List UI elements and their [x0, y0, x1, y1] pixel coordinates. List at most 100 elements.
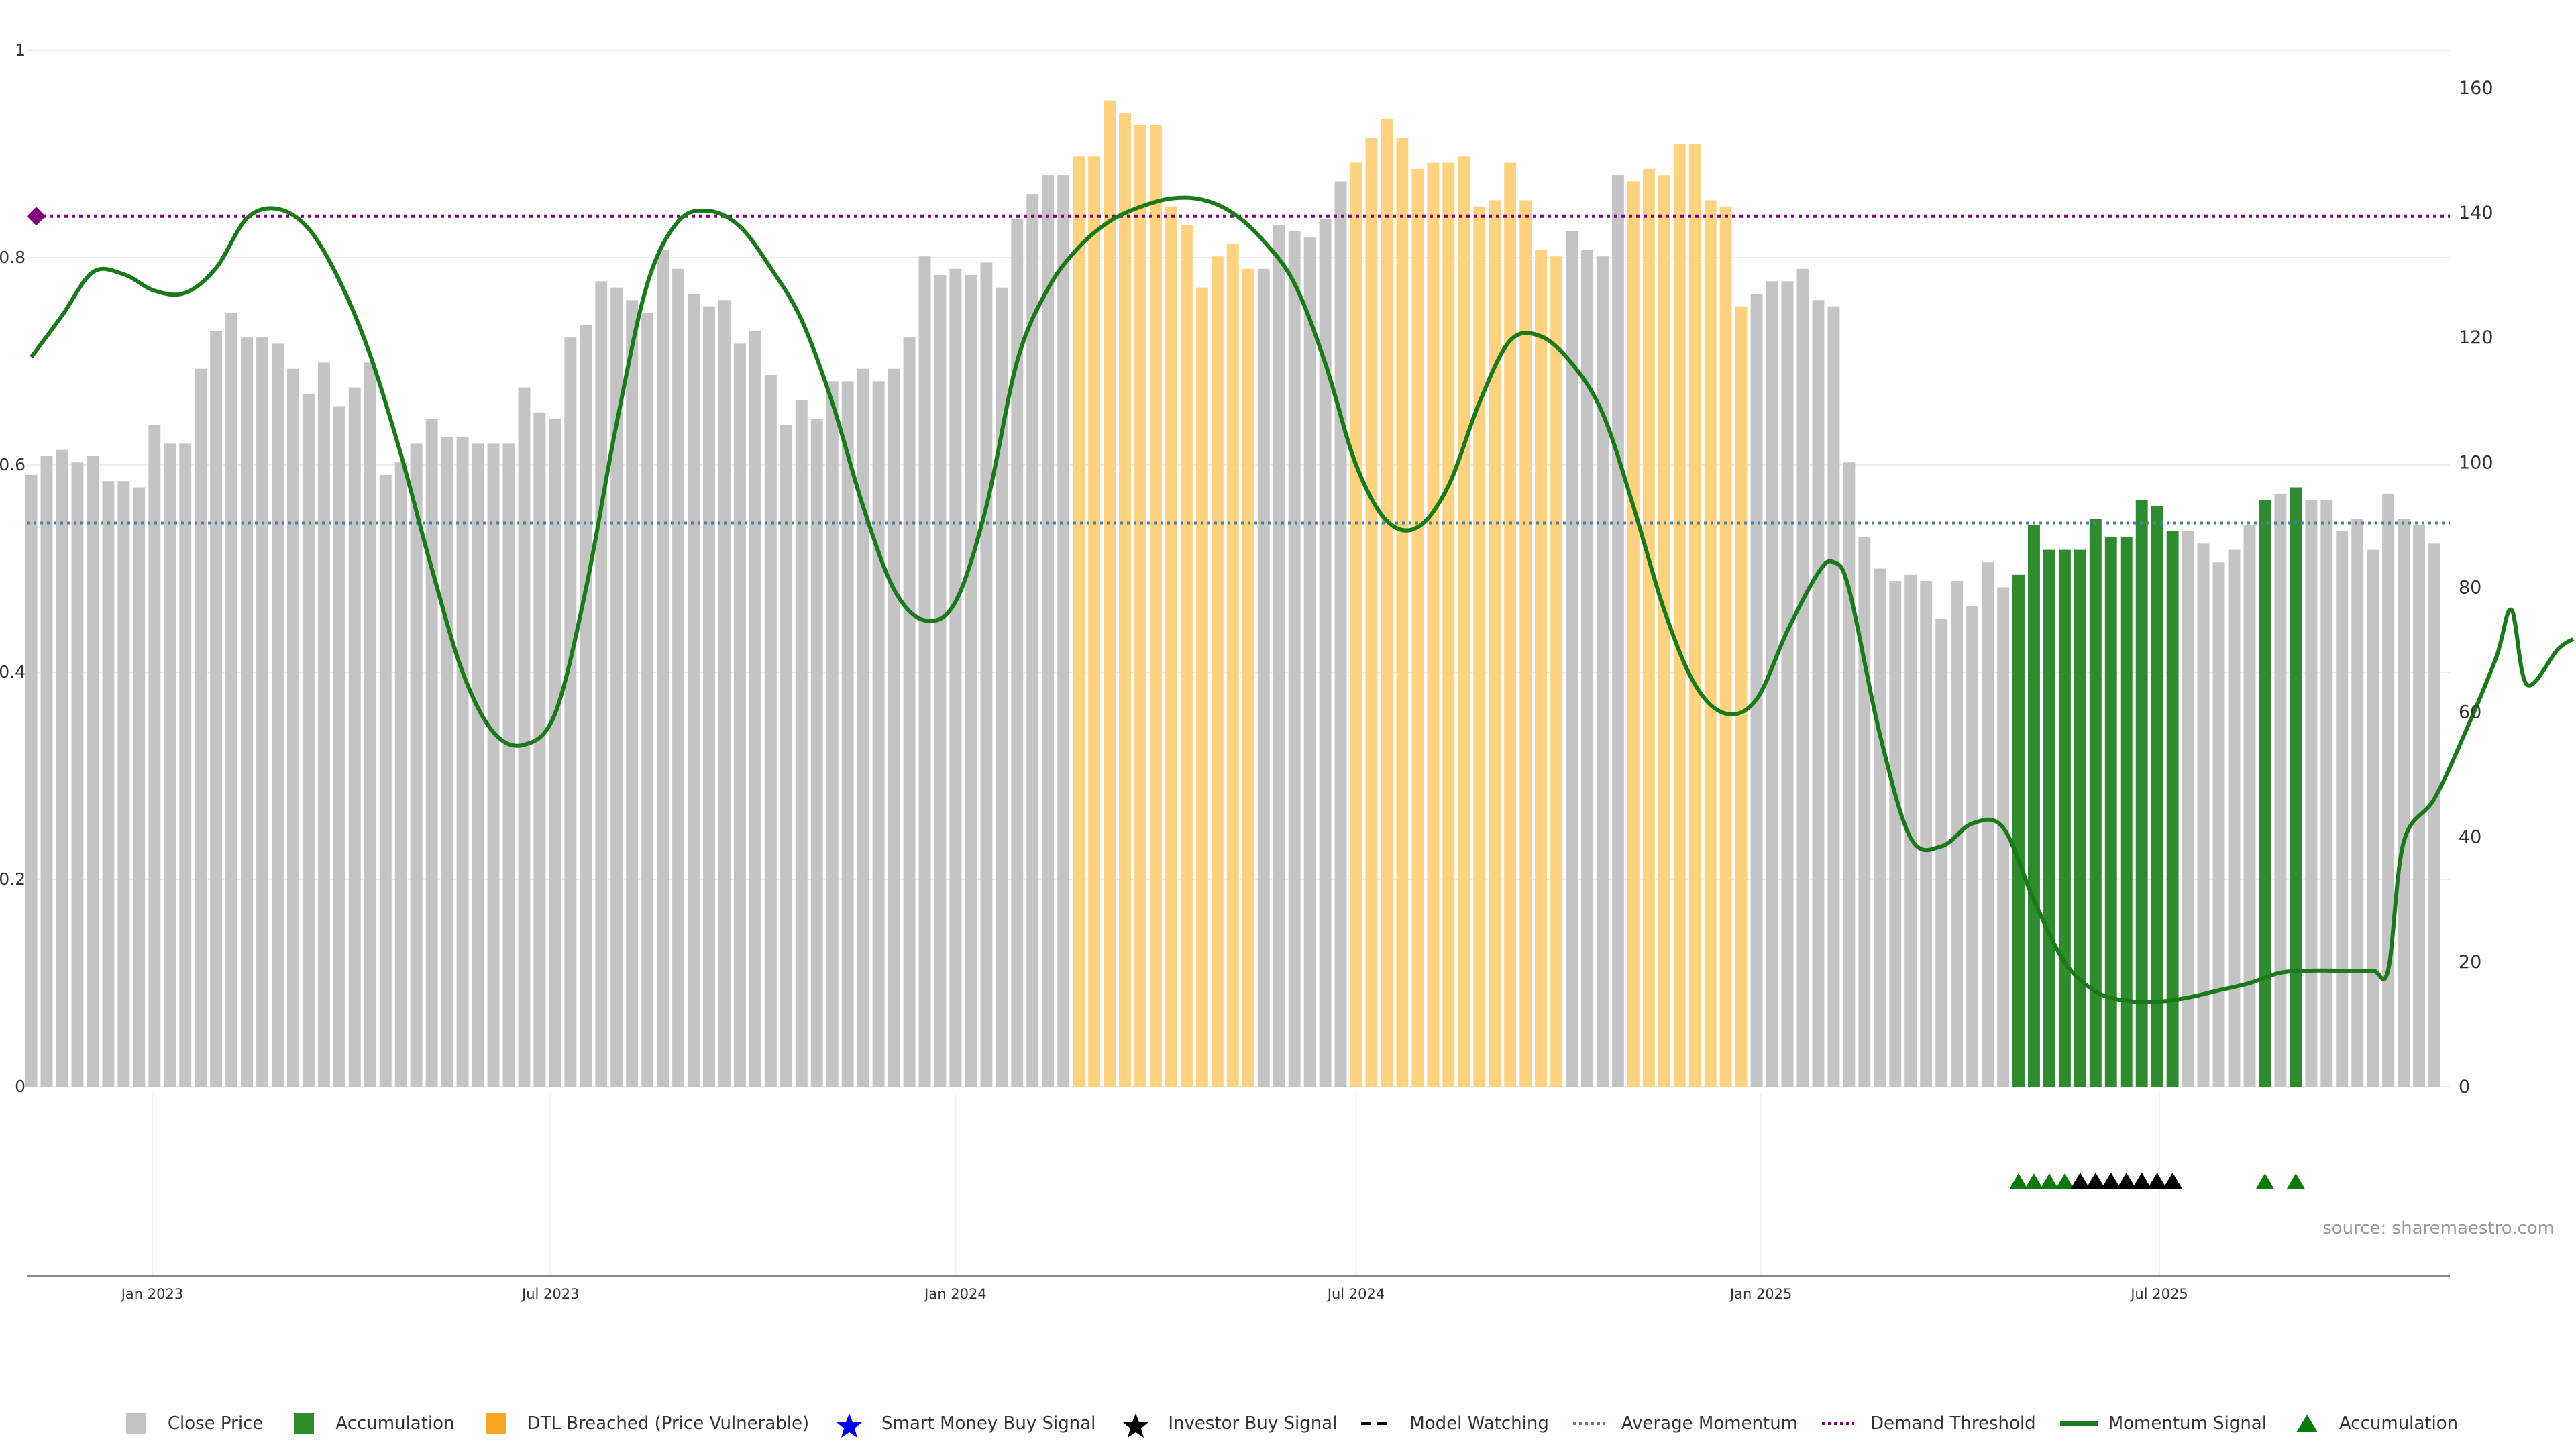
dtl-breached-bar [1519, 200, 1532, 1087]
x-tick-label: Jul 2025 [2129, 1286, 2188, 1302]
price-bar [703, 306, 715, 1087]
price-bar [564, 337, 577, 1087]
price-bar [1581, 250, 1593, 1087]
price-bar [518, 387, 531, 1087]
legend-item: Model Watching [1360, 1412, 1549, 1435]
price-bar [410, 443, 423, 1087]
dtl-breached-bar [1119, 113, 1132, 1087]
price-bar [996, 287, 1008, 1087]
price-bar [841, 381, 854, 1087]
price-bar [456, 437, 469, 1087]
dtl-breached-bar [1165, 206, 1177, 1087]
price-bar [2305, 500, 2318, 1087]
price-bar [195, 368, 207, 1087]
price-bar [1011, 219, 1024, 1087]
price-bar [688, 293, 700, 1087]
legend-item: Momentum Signal [2059, 1412, 2267, 1435]
price-bar [1889, 581, 1902, 1087]
legend-item: Demand Threshold [1821, 1412, 2036, 1435]
price-bar [549, 419, 561, 1087]
price-bar [102, 481, 115, 1087]
price-bar [1781, 281, 1794, 1087]
price-bar [1334, 181, 1347, 1087]
right-tick-label: 120 [2459, 327, 2493, 348]
right-tick-label: 40 [2459, 827, 2481, 848]
accumulation-bar [2120, 537, 2133, 1087]
price-bars [25, 100, 2440, 1087]
price-bar [672, 268, 685, 1087]
price-bar [918, 256, 931, 1087]
price-bar [1997, 587, 2009, 1087]
price-bar [1566, 231, 1578, 1087]
dtl-breached-bar [1134, 125, 1146, 1087]
dtl-breached-bar [1104, 100, 1116, 1087]
accumulation-marker [2055, 1173, 2074, 1189]
legend-symbol-square-icon [286, 1412, 321, 1435]
left-tick-label: 0.6 [0, 455, 25, 474]
legend-symbol-square-icon [118, 1412, 153, 1435]
accumulation-marker [2008, 1173, 2028, 1189]
dtl-breached-bar [1195, 287, 1208, 1087]
investor-buy-marker [2085, 1173, 2106, 1189]
dtl-breached-bar [1735, 306, 1748, 1087]
dtl-breached-bar [1411, 168, 1424, 1087]
dtl-breached-bar [1242, 268, 1254, 1087]
dtl-breached-bar [1396, 138, 1409, 1087]
x-tick-label: Jul 2024 [1326, 1286, 1385, 1302]
legend-item: Smart Money Buy Signal [832, 1412, 1095, 1438]
price-bar [287, 368, 299, 1087]
price-bar [657, 250, 669, 1087]
investor-buy-marker [2100, 1173, 2121, 1189]
price-bar [718, 300, 731, 1087]
price-bar [25, 474, 38, 1087]
legend-item: Accumulation [2290, 1412, 2458, 1435]
price-bar [225, 312, 238, 1087]
left-tick-label: 0.8 [0, 248, 25, 267]
momentum-signal-line [30, 195, 2575, 1004]
right-tick-label: 60 [2459, 702, 2481, 723]
dtl-breached-bar [1381, 119, 1393, 1087]
investor-buy-marker [2131, 1173, 2152, 1189]
x-tick-label: Jul 2023 [521, 1286, 579, 1302]
accumulation-bar [2259, 500, 2271, 1087]
investor-buy-marker [2116, 1173, 2137, 1189]
price-bar [965, 275, 977, 1087]
price-bar [2367, 549, 2379, 1087]
accumulation-bar [2104, 537, 2117, 1087]
price-bar [1766, 281, 1778, 1087]
accumulation-marker [2024, 1173, 2043, 1189]
signal-markers [2008, 1173, 2306, 1189]
source-text: source: sharemaestro.com [2322, 1218, 2555, 1238]
price-bar [1750, 293, 1763, 1087]
price-bar [2351, 519, 2364, 1087]
price-bar [1273, 225, 1285, 1087]
price-bar [394, 462, 407, 1087]
legend-symbol-dash-icon [1360, 1412, 1395, 1435]
accumulation-marker [2255, 1173, 2275, 1189]
dtl-breached-bar [1719, 206, 1732, 1087]
price-bar [487, 443, 500, 1087]
price-bar [903, 337, 916, 1087]
dtl-breached-bar [1180, 225, 1193, 1087]
dtl-breached-bar [1211, 256, 1224, 1087]
dtl-breached-bar [1073, 156, 1085, 1087]
price-bar [40, 455, 53, 1087]
price-bar [2336, 531, 2349, 1087]
right-tick-label: 80 [2459, 577, 2481, 598]
accumulation-marker [2286, 1173, 2306, 1189]
legend-label: Average Momentum [1621, 1413, 1799, 1434]
legend-item: DTL Breached (Price Vulnerable) [478, 1412, 809, 1435]
price-bar [733, 343, 746, 1087]
dtl-breached-bar [1473, 206, 1486, 1087]
price-bar [1596, 256, 1609, 1087]
price-bar [472, 443, 484, 1087]
legend-label: Model Watching [1409, 1413, 1549, 1434]
dtl-breached-bar [1458, 156, 1470, 1087]
price-bar [1042, 175, 1055, 1087]
legend-label: Accumulation [2339, 1413, 2459, 1434]
dtl-breached-bar [1673, 144, 1686, 1087]
price-bar [317, 362, 330, 1087]
price-bar [333, 406, 345, 1087]
price-bar [179, 443, 192, 1087]
price-bar [2228, 549, 2241, 1087]
